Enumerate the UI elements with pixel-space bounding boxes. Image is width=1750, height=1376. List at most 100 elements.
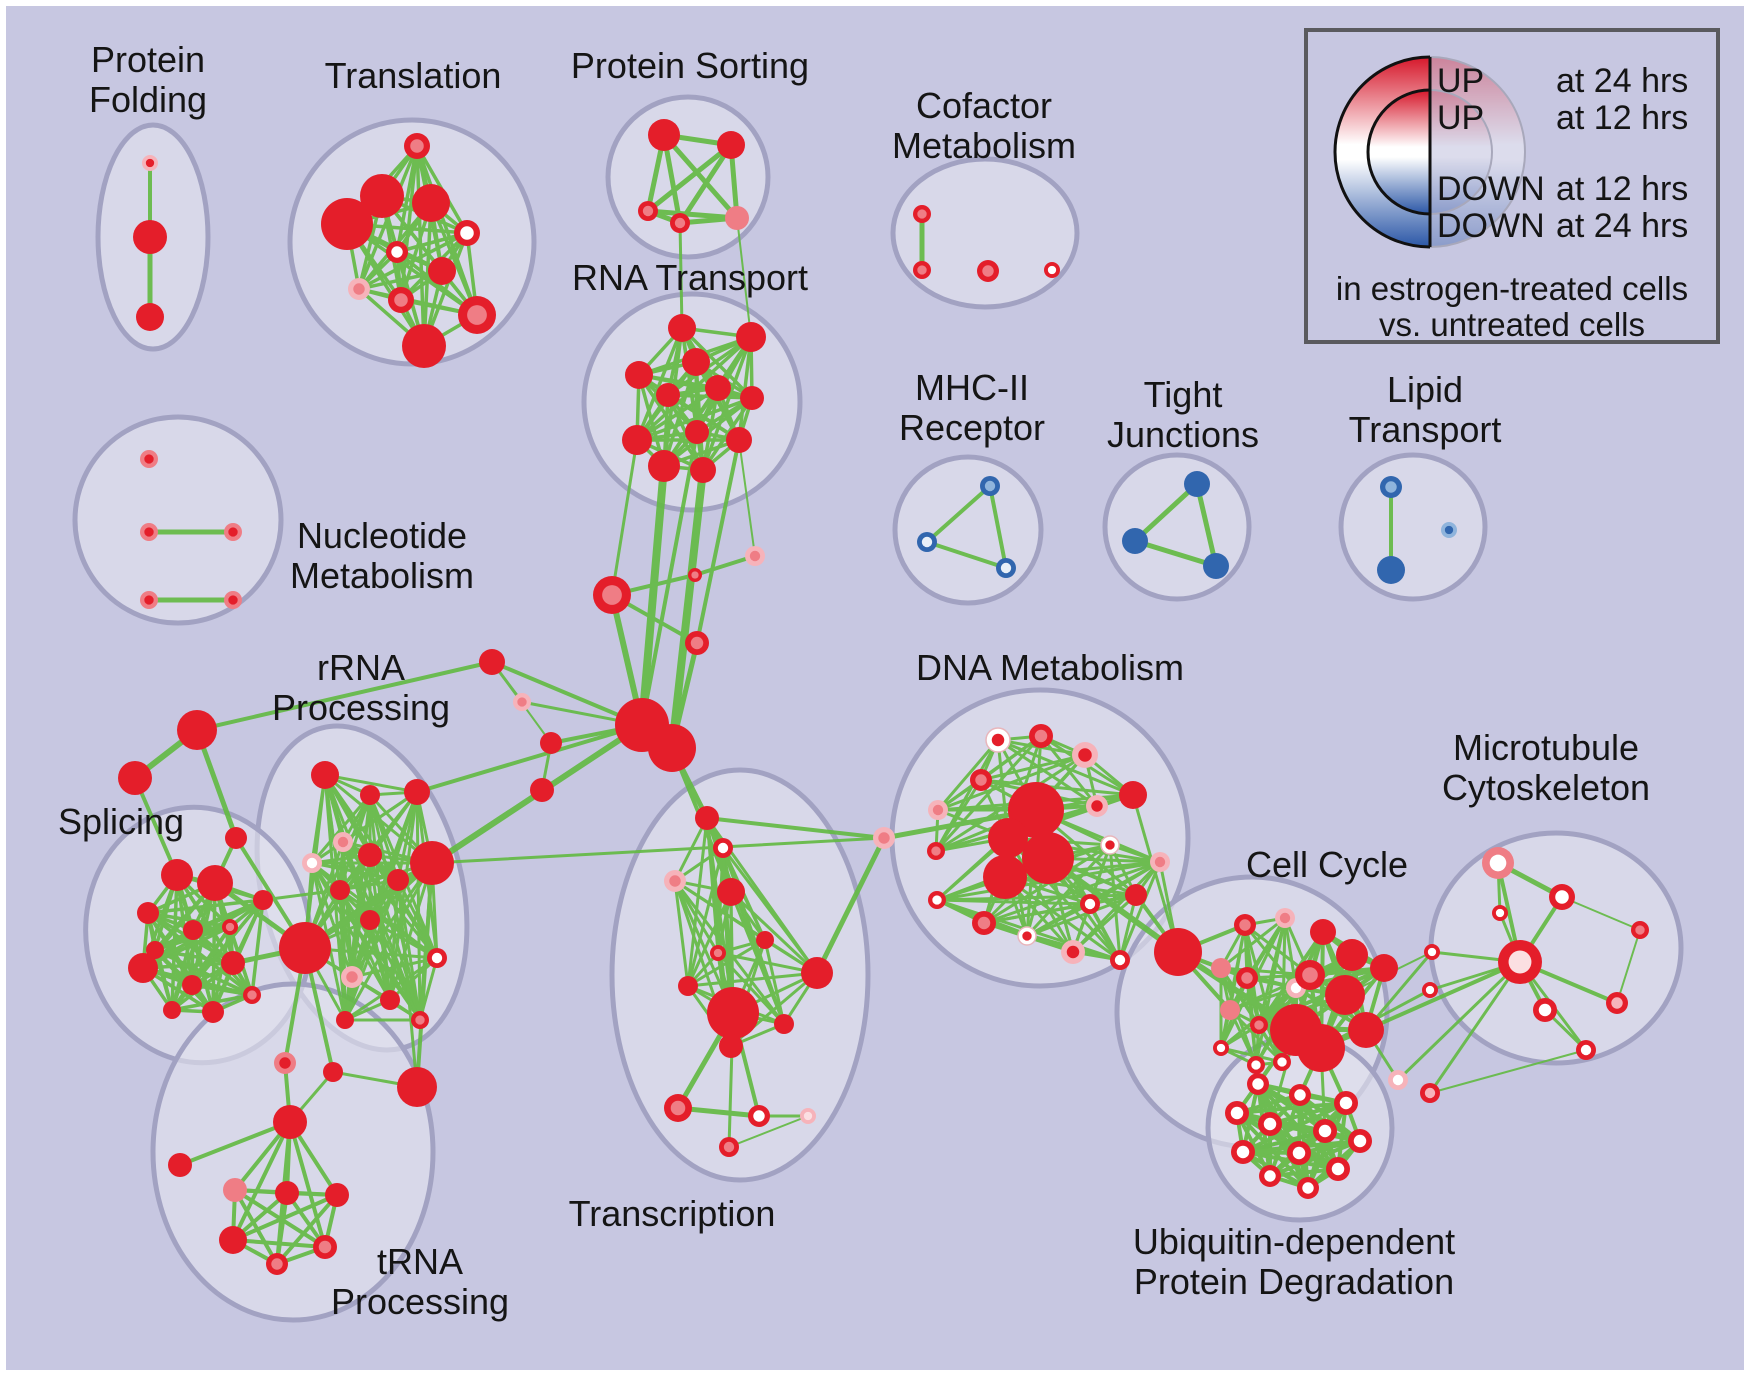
network-node-core-tr1: [410, 139, 424, 153]
network-node-core-tr8: [353, 283, 365, 295]
network-node-core-tx13: [753, 1110, 765, 1122]
network-node-tx11: [719, 1034, 743, 1058]
network-edge: [728, 1115, 809, 1148]
network-node-dm9: [1022, 832, 1074, 884]
network-edge: [231, 1193, 339, 1242]
cluster-label-cell-cycle: Cell Cycle: [1246, 844, 1408, 885]
cluster-label-mhc-ii-receptor: Receptor: [899, 407, 1045, 448]
network-node-rt9: [685, 420, 709, 444]
network-node-core-dm4: [975, 774, 987, 786]
network-edge: [814, 835, 887, 976]
cluster-label-microtubule-cytoskeleton: Microtubule: [1453, 727, 1639, 768]
network-node-core-dm6: [878, 832, 890, 844]
cluster-label-dna-metabolism: DNA Metabolism: [916, 647, 1184, 688]
legend-time-label: at 24 hrs: [1556, 207, 1688, 245]
network-edge: [729, 890, 819, 975]
cluster-label-rrna-processing: rRNA: [317, 647, 405, 688]
network-node-core-ub5: [1263, 1117, 1277, 1131]
network-edge: [350, 861, 434, 979]
network-node-core-mh3: [1000, 562, 1012, 574]
node-layer: [118, 119, 1649, 1275]
network-node-core-tr5: [460, 226, 474, 240]
network-node-tr11: [402, 324, 446, 368]
network-node-ps2: [717, 131, 745, 159]
cluster-label-trna-processing: Processing: [331, 1281, 509, 1322]
network-node-core-cf3: [982, 265, 994, 277]
cluster-ellipse-mhc-ii-receptor: [892, 454, 1044, 606]
cluster-label-rrna-processing: Processing: [272, 687, 450, 728]
network-edge: [1616, 929, 1641, 1004]
network-node-core-cf2: [917, 265, 927, 275]
network-node-ps5: [725, 206, 749, 230]
network-edge: [303, 793, 372, 950]
cluster-label-rna-transport: RNA Transport: [572, 257, 808, 298]
network-node-rr10: [279, 922, 331, 974]
cluster-label-translation: Translation: [325, 55, 502, 96]
network-edge: [686, 971, 819, 988]
network-node-core-tn7: [318, 1240, 332, 1254]
network-edge: [343, 861, 434, 1022]
network-edge: [673, 879, 690, 988]
network-node-tj1: [1184, 471, 1210, 497]
legend-direction-label: DOWN: [1437, 207, 1545, 245]
network-node-rr19: [397, 1067, 437, 1107]
network-edge: [680, 326, 754, 400]
network-node-rt4: [682, 348, 710, 376]
network-node-cc12: [1325, 975, 1365, 1015]
network-node-core-dm13: [1105, 840, 1115, 850]
network-edge: [1132, 481, 1200, 544]
cluster-label-nucleotide-metabolism: Nucleotide: [297, 515, 467, 556]
network-node-tx8: [801, 957, 833, 989]
network-edge: [1561, 896, 1641, 931]
network-node-sp8: [182, 975, 202, 995]
network-node-pf2: [133, 220, 167, 254]
network-node-dm15: [983, 855, 1027, 899]
network-edge: [979, 778, 1135, 797]
network-edge: [141, 898, 265, 970]
network-edge: [1025, 893, 1138, 938]
network-edge: [430, 836, 886, 865]
network-node-tx5: [756, 931, 774, 949]
network-edge: [705, 816, 886, 840]
network-node-core-mt3: [1495, 908, 1505, 918]
network-node-rt2: [736, 322, 766, 352]
network-node-core-nm3: [228, 527, 238, 537]
network-node-rt8: [622, 425, 652, 455]
network-edge: [645, 142, 734, 214]
network-edge: [640, 430, 699, 727]
network-edge: [661, 132, 740, 221]
network-node-core-dm17: [977, 916, 991, 930]
network-edge: [338, 888, 347, 1022]
network-edge: [1025, 843, 1112, 938]
network-node-core-ps3: [642, 205, 654, 217]
legend-direction-label: DOWN: [1437, 170, 1545, 208]
network-edge: [343, 956, 439, 1022]
legend-inner-circle-faded: [1430, 89, 1493, 215]
network-edge: [233, 1188, 279, 1266]
cluster-label-mhc-ii-receptor: MHC-II: [915, 367, 1029, 408]
network-edge: [701, 335, 753, 472]
network-node-core-tx6: [713, 948, 723, 958]
network-node-st1: [177, 710, 217, 750]
network-node-core-nm1: [144, 454, 154, 464]
network-node-tn5: [325, 1183, 349, 1207]
network-node-ccb: [1154, 928, 1202, 976]
network-edge: [1045, 855, 1181, 955]
cluster-ellipse-nucleotide-metabolism: [72, 414, 284, 626]
legend: UP at 24 hrs UP at 12 hrs DOWN at 12 hrs DOWN a…: [1304, 28, 1720, 344]
network-node-tj2: [1122, 528, 1148, 554]
cluster-label-splicing: Splicing: [58, 801, 184, 842]
network-node-core-ub9: [1292, 1146, 1306, 1160]
network-node-core-ub1: [1252, 1078, 1264, 1090]
network-node-core-dm12: [1091, 800, 1103, 812]
network-node-core-dm3: [1078, 748, 1092, 762]
network-node-core-cn3: [749, 550, 761, 562]
network-node-core-cc11: [1302, 967, 1318, 983]
network-edge: [1241, 1129, 1327, 1154]
network-node-core-mt7: [1538, 1003, 1552, 1017]
network-edge: [323, 773, 419, 794]
network-node-tr2: [360, 174, 404, 218]
network-node-rr11: [360, 910, 380, 930]
network-node-core-ub7: [1353, 1134, 1367, 1148]
network-node-rt12: [690, 457, 716, 483]
